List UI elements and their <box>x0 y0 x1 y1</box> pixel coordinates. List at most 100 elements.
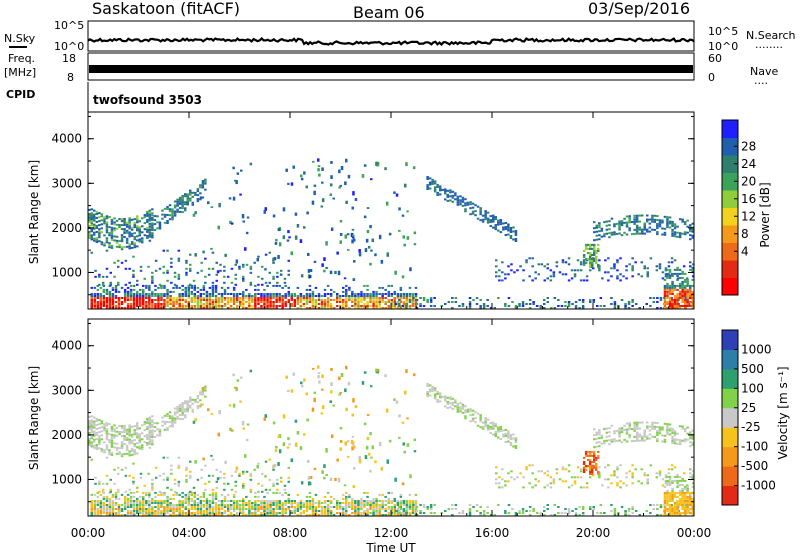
data-cell <box>667 472 671 475</box>
data-cell <box>378 234 382 240</box>
data-cell <box>126 307 130 309</box>
data-cell <box>166 456 169 459</box>
data-cell <box>178 307 181 309</box>
data-cell <box>658 221 662 224</box>
data-cell <box>175 307 178 309</box>
data-cell <box>272 484 275 487</box>
data-cell <box>100 213 104 216</box>
data-cell <box>476 412 480 415</box>
data-cell <box>261 265 264 268</box>
data-cell <box>422 504 426 506</box>
data-cell <box>232 500 236 502</box>
data-cell <box>676 307 679 309</box>
data-cell <box>683 223 687 226</box>
data-cell <box>645 303 648 305</box>
data-cell <box>208 307 212 309</box>
data-cell <box>625 428 629 431</box>
data-cell <box>166 208 169 210</box>
data-cell <box>689 226 692 229</box>
data-cell <box>98 234 101 237</box>
data-cell <box>589 471 592 473</box>
data-cell <box>181 297 184 299</box>
data-cell <box>318 173 321 177</box>
data-cell <box>93 432 96 435</box>
data-cell <box>582 463 586 465</box>
data-cell <box>128 231 131 234</box>
data-cell <box>549 269 553 272</box>
data-cell <box>686 485 689 488</box>
data-cell <box>631 267 634 270</box>
data-cell <box>151 425 154 428</box>
data-cell <box>215 480 218 483</box>
data-cell <box>190 297 193 299</box>
data-cell <box>321 388 324 391</box>
data-cell <box>668 423 672 426</box>
data-cell <box>352 191 355 196</box>
data-cell <box>396 514 400 516</box>
data-cell <box>595 226 598 229</box>
data-cell <box>586 459 590 461</box>
data-cell <box>88 231 91 233</box>
data-cell <box>302 510 306 512</box>
data-cell <box>200 269 203 272</box>
data-cell <box>302 512 306 514</box>
data-cell <box>229 512 233 514</box>
data-cell <box>101 275 105 278</box>
data-cell <box>663 495 667 498</box>
data-cell <box>461 204 465 207</box>
data-cell <box>628 436 631 439</box>
data-cell <box>656 514 659 516</box>
data-cell <box>360 502 363 504</box>
data-cell <box>666 268 669 271</box>
data-cell <box>678 284 682 287</box>
data-cell <box>154 502 157 504</box>
data-cell <box>102 491 106 494</box>
data-cell <box>560 305 564 307</box>
data-cell <box>329 506 333 508</box>
data-cell <box>277 228 281 232</box>
data-cell <box>223 290 227 293</box>
data-cell <box>226 508 230 510</box>
data-cell <box>123 297 127 299</box>
data-cell <box>204 387 207 390</box>
data-cell <box>683 272 687 275</box>
data-cell <box>293 305 296 307</box>
data-cell <box>287 500 290 502</box>
data-cell <box>158 474 162 477</box>
data-cell <box>585 486 589 489</box>
data-cell <box>357 299 360 301</box>
data-cell <box>360 512 363 514</box>
data-cell <box>589 452 592 455</box>
data-cell <box>683 514 687 516</box>
data-cell <box>220 305 224 307</box>
data-cell <box>129 288 133 291</box>
data-cell <box>673 466 677 469</box>
data-cell <box>613 508 617 510</box>
data-cell <box>248 512 251 514</box>
data-cell <box>509 444 513 446</box>
data-cell <box>459 410 462 413</box>
data-cell <box>451 508 454 510</box>
data-cell <box>689 437 692 440</box>
data-cell <box>689 441 692 444</box>
data-cell <box>181 512 184 514</box>
data-cell <box>281 307 284 309</box>
data-cell <box>321 405 325 410</box>
data-cell <box>543 265 546 268</box>
data-cell <box>673 225 677 228</box>
data-cell <box>281 301 284 303</box>
data-cell <box>604 271 607 274</box>
data-cell <box>317 506 321 508</box>
data-cell <box>449 406 452 409</box>
data-cell <box>260 297 263 299</box>
data-cell <box>668 299 672 301</box>
data-cell <box>269 508 272 510</box>
data-cell <box>375 303 378 305</box>
data-cell <box>99 303 103 305</box>
data-cell <box>178 206 182 209</box>
data-cell <box>186 410 189 413</box>
data-cell <box>172 506 175 508</box>
data-cell <box>287 259 290 262</box>
data-cell <box>449 195 452 198</box>
data-cell <box>263 504 266 506</box>
